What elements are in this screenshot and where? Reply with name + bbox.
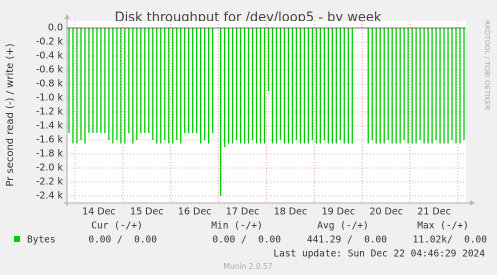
legend-header: Cur (-/+) — [91, 221, 142, 232]
y-tick-label: -1.8 k — [36, 149, 64, 160]
y-tick-label: -1.2 k — [36, 107, 64, 118]
legend-header: Max (-/+) — [417, 221, 468, 232]
x-tick-label: 20 Dec — [369, 207, 403, 218]
y-tick-label: -2.0 k — [36, 163, 64, 174]
y-axis-label: Pr second read (-) / write (+) — [5, 43, 16, 186]
x-tick-label: 19 Dec — [322, 207, 356, 218]
legend-header: Min (-/+) — [211, 221, 262, 232]
y-tick-label: 0.0 — [48, 23, 63, 34]
y-tick-label: -0.2 k — [36, 37, 64, 48]
legend-stat: 0.00 / 0.00 — [88, 235, 157, 246]
legend-entry: Bytes — [27, 235, 56, 246]
y-arrow — [64, 14, 70, 19]
x-arrow — [470, 200, 475, 206]
y-tick-label: -1.6 k — [36, 135, 64, 146]
y-tick-label: -0.6 k — [36, 65, 64, 76]
y-tick-label: -0.4 k — [36, 51, 64, 62]
x-tick-label: 18 Dec — [274, 207, 308, 218]
legend-stat: 0.00 / 0.00 — [212, 235, 281, 246]
legend-stat: 441.29 / 0.00 — [307, 235, 387, 246]
x-tick-label: 21 Dec — [417, 207, 451, 218]
last-update: Last update: Sun Dec 22 04:46:29 2024 — [273, 249, 485, 260]
y-tick-label: -1.0 k — [36, 93, 64, 104]
x-tick-label: 14 Dec — [82, 207, 116, 218]
watermark: RRDTOOL / TOBI OETIKER — [483, 20, 491, 110]
y-tick-label: -0.8 k — [36, 79, 64, 90]
y-tick-label: -2.2 k — [36, 177, 64, 188]
legend-stat: 11.02k/ 0.00 — [413, 235, 488, 246]
x-tick-label: 17 Dec — [226, 207, 260, 218]
legend-swatch — [14, 236, 20, 242]
y-tick-label: -1.4 k — [36, 121, 64, 132]
x-tick-label: 15 Dec — [130, 207, 164, 218]
legend-header: Avg (-/+) — [317, 221, 368, 232]
footer: Munin 2.0.57 — [223, 262, 272, 271]
x-tick-label: 16 Dec — [178, 207, 212, 218]
y-tick-label: -2.4 k — [36, 191, 64, 202]
